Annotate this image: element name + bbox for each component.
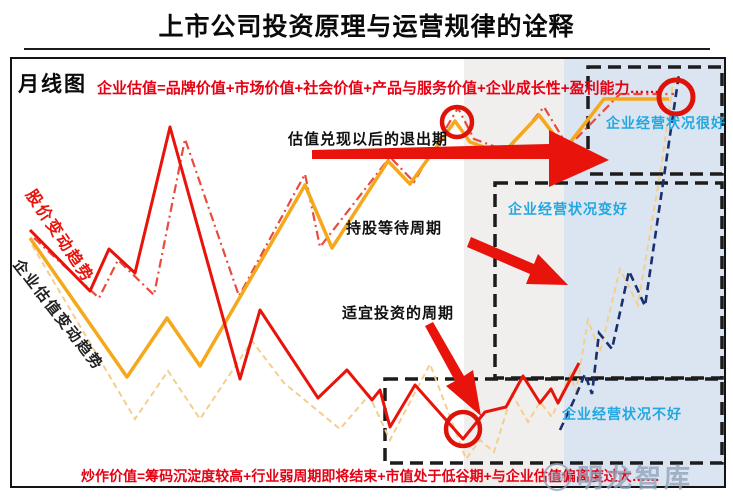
stock-price-line: [28, 125, 581, 441]
exit-arrow-icon: [312, 130, 609, 187]
holding-phase-label: 持股等待周期: [346, 220, 443, 237]
investing-phase-label: 适宜投资的周期: [342, 305, 455, 322]
holding-arrow-icon: [467, 237, 568, 285]
watermark: 图易 明龙智库: [543, 458, 693, 495]
stock-price-shadow-line: [33, 92, 674, 300]
valuation-formula: 企业估值=品牌价值+市场价值+社会价值+产品与服务价值+企业成长性+盈利能力……: [97, 80, 660, 97]
status-bad-label: 企业经营状况不好: [562, 406, 682, 422]
watermark-logo-icon: 图易: [543, 462, 571, 491]
exit-phase-label: 估值兑现以后的退出期: [288, 131, 449, 148]
blue-period-band: [564, 59, 724, 486]
chart-panel: 月线图 企业估值=品牌价值+市场价值+社会价值+产品与服务价值+企业成长性+盈利…: [9, 57, 726, 493]
page-title: 上市公司投资原理与运营规律的诠释: [158, 13, 575, 41]
status-box-improving: [493, 181, 724, 380]
title-underline: [24, 48, 710, 50]
investing-arrow-icon: [425, 322, 481, 416]
highlight-circle-bottom-icon: [443, 409, 483, 449]
status-improving-label: 企业经营状况变好: [508, 201, 628, 217]
chart-type-label: 月线图: [18, 73, 87, 96]
recovery-trend-line: [558, 73, 681, 431]
highlight-circle-peak-icon: [439, 104, 475, 140]
status-very-good-label: 企业经营状况很好: [606, 115, 726, 131]
diagram-canvas: [28, 59, 724, 486]
speculation-formula: 炒作价值=筹码沉淀度较高+行业弱周期即将结束+市值处于低谷期+与企业估值偏离度过…: [81, 468, 660, 484]
watermark-name: 明龙智库: [577, 463, 694, 493]
highlight-circle-top-icon: [656, 77, 696, 117]
